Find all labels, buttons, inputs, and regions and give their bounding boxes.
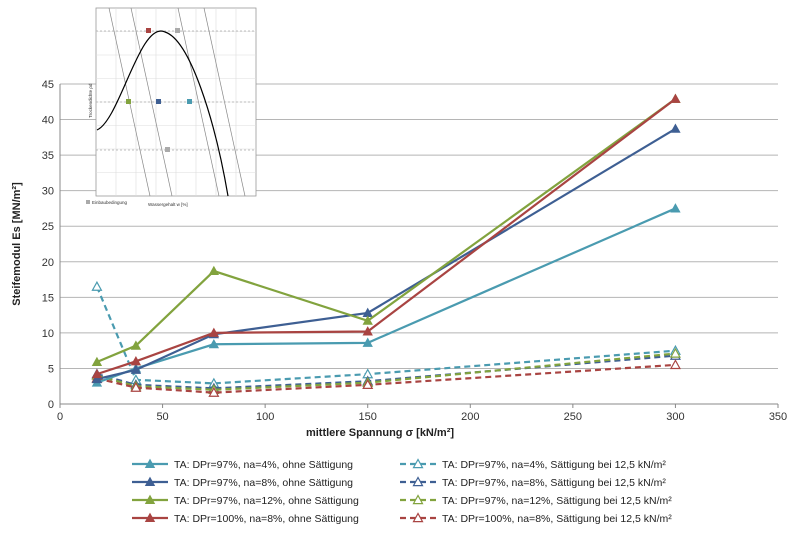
legend-label: TA: DPr=97%, na=8%, ohne Sättigung: [174, 477, 353, 489]
series-point: [362, 379, 374, 389]
legend-marker: [144, 476, 156, 487]
series-4: [91, 93, 681, 379]
series-line: [96, 352, 676, 391]
inset-ylabel: Trockendichte ρd: [88, 83, 93, 118]
series-point: [669, 359, 681, 370]
inset-proctor-diagram: Trockendichte ρd Wassergehalt w [%] Einb…: [86, 7, 257, 207]
series-point: [670, 123, 681, 133]
series-6: [91, 349, 681, 393]
series-layer: [91, 93, 681, 397]
legend-label: TA: DPr=97%, na=4%, Sättigung bei 12,5 k…: [442, 459, 666, 471]
inset-legend-marker: [86, 200, 90, 204]
series-point: [91, 356, 103, 367]
legend-label: TA: DPr=97%, na=4%, ohne Sättigung: [174, 459, 353, 471]
y-tick-label: 25: [42, 221, 54, 233]
x-tick-label: 50: [156, 411, 168, 423]
legend-marker: [144, 494, 156, 505]
x-tick-label: 300: [666, 411, 684, 423]
x-tick-label: 200: [461, 411, 479, 423]
y-tick-label: 0: [48, 399, 54, 411]
legend-label: TA: DPr=97%, na=8%, Sättigung bei 12,5 k…: [442, 477, 666, 489]
legend-marker: [144, 458, 156, 469]
series-point: [669, 347, 681, 358]
x-tick-label: 150: [359, 411, 377, 423]
series-point: [91, 368, 103, 379]
inset-marker-grey-low: [165, 147, 170, 152]
series-point: [208, 338, 220, 349]
y-tick-label: 35: [42, 150, 54, 162]
inset-marker-red: [146, 28, 151, 33]
legend-marker: [412, 458, 424, 469]
y-tick-label: 20: [42, 257, 54, 269]
series-point: [130, 340, 142, 350]
series-point: [130, 381, 142, 392]
series-point: [208, 386, 220, 397]
series-1: [91, 203, 681, 387]
legend-item: TA: DPr=97%, na=12%, Sättigung bei 12,5 …: [400, 494, 672, 507]
x-tick-label: 250: [564, 411, 582, 423]
y-tick-label: 5: [48, 363, 54, 375]
series-point: [91, 373, 103, 384]
legend-item: TA: DPr=97%, na=12%, ohne Sättigung: [132, 494, 359, 507]
legend-item: TA: DPr=97%, na=8%, Sättigung bei 12,5 k…: [400, 476, 666, 489]
series-line: [96, 363, 676, 394]
legend-marker: [144, 512, 156, 522]
series-point: [130, 364, 142, 374]
legend-label: TA: DPr=97%, na=12%, ohne Sättigung: [174, 495, 359, 507]
inset-marker-blue: [156, 99, 161, 104]
series-8: [91, 359, 681, 397]
series-point: [362, 326, 373, 336]
y-tick-label: 45: [42, 79, 54, 91]
legend-marker: [412, 512, 424, 523]
y-tick-labels: 0 5 10 15 20 25 30 35 40 45: [42, 79, 54, 411]
legend-label: TA: DPr=100%, na=8%, ohne Sättigung: [174, 513, 359, 525]
series-point: [362, 337, 373, 347]
legend-item: TA: DPr=97%, na=8%, ohne Sättigung: [132, 476, 353, 489]
series-point: [130, 356, 142, 366]
legend-marker: [412, 476, 424, 487]
inset-marker-teal: [187, 99, 192, 104]
legend-marker: [412, 494, 424, 505]
x-tick-labels: 0 50 100 150 200 250 300 350: [57, 404, 787, 423]
inset-legend-label: Einbaubedingung: [92, 200, 128, 205]
series-point: [91, 280, 103, 291]
legend-item: TA: DPr=100%, na=8%, ohne Sättigung: [132, 512, 359, 525]
inset-marker-grey-top: [175, 28, 180, 33]
legend-label: TA: DPr=100%, na=8%, Sättigung bei 12,5 …: [442, 513, 672, 525]
y-tick-label: 30: [42, 186, 54, 198]
y-tick-label: 15: [42, 292, 54, 304]
y-tick-label: 10: [42, 328, 54, 340]
x-tick-label: 0: [57, 411, 63, 423]
series-point: [670, 203, 681, 213]
legend-item: TA: DPr=100%, na=8%, Sättigung bei 12,5 …: [400, 512, 672, 525]
series-point: [208, 327, 220, 337]
series-point: [670, 93, 681, 103]
series-point: [362, 315, 373, 325]
legend-label: TA: DPr=97%, na=12%, Sättigung bei 12,5 …: [442, 495, 672, 507]
series-point: [208, 265, 220, 276]
x-tick-label: 100: [256, 411, 274, 423]
y-tick-label: 40: [42, 115, 54, 127]
x-tick-label: 350: [769, 411, 787, 423]
legend-item: TA: DPr=97%, na=4%, Sättigung bei 12,5 k…: [400, 458, 666, 471]
x-axis-title: mittlere Spannung σ [kN/m²]: [306, 427, 454, 439]
legend-item: TA: DPr=97%, na=4%, ohne Sättigung: [132, 458, 353, 471]
inset-proctor-curve: [96, 30, 229, 197]
legend: TA: DPr=97%, na=4%, ohne Sättigung TA: DP…: [132, 458, 672, 525]
y-axis-title: Steifemodul Es [MN/m²]: [11, 182, 23, 306]
inset-xlabel: Wassergehalt w [%]: [148, 202, 188, 207]
inset-marker-green: [126, 99, 131, 104]
